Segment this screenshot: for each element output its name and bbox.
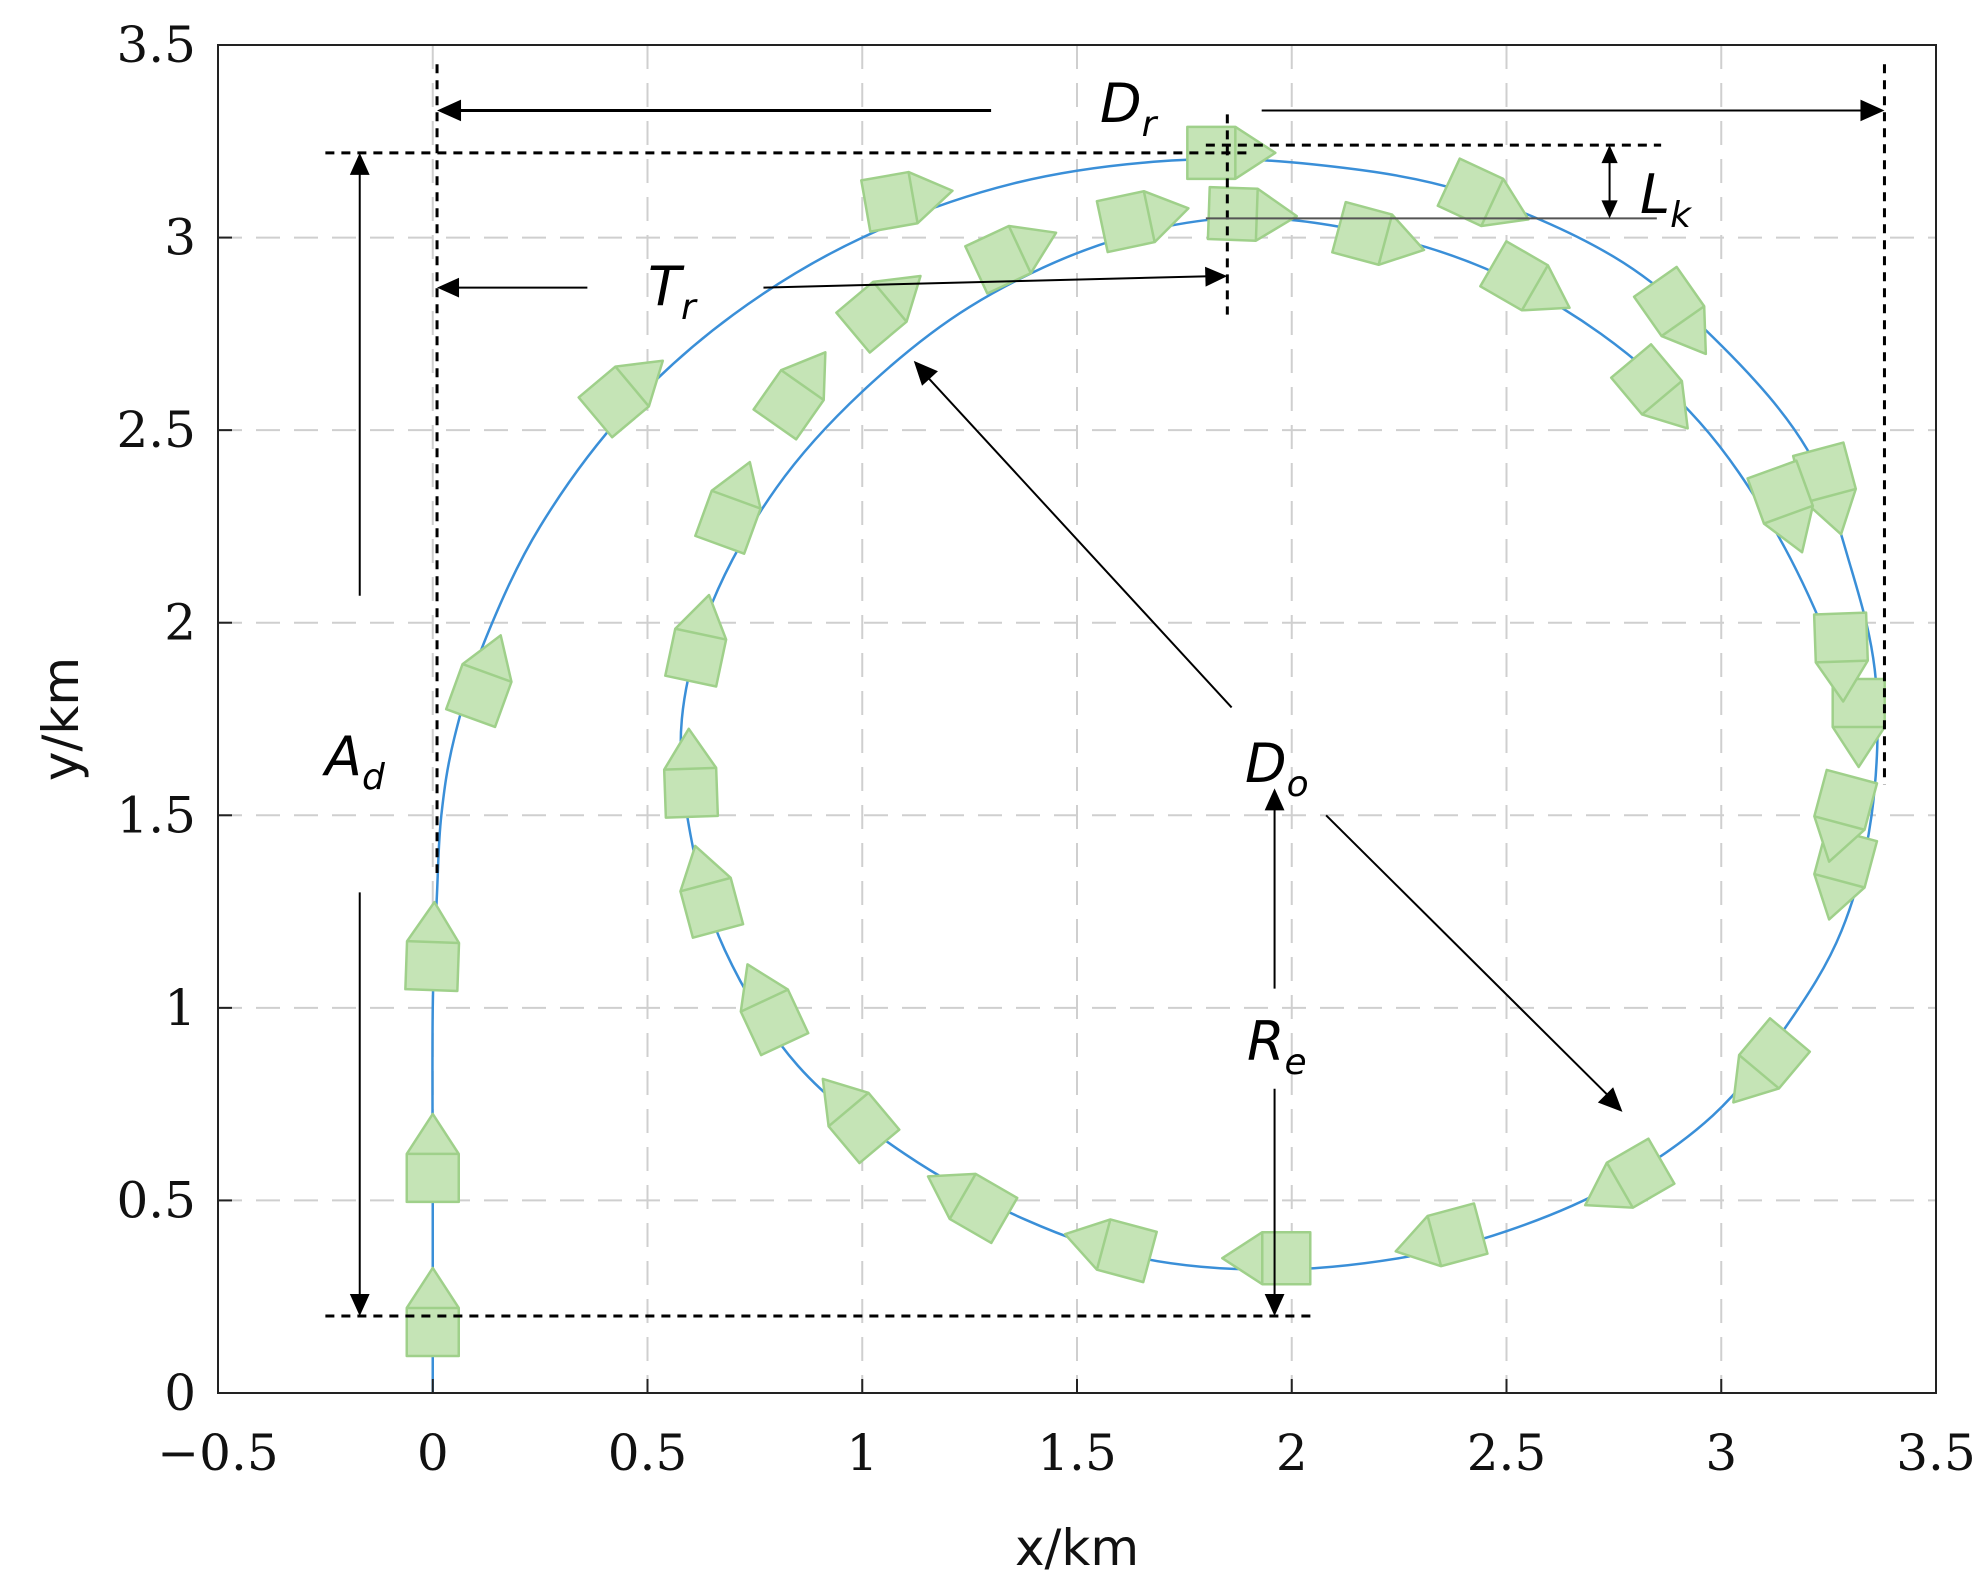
ad-bottom-arrow: [349, 1293, 370, 1316]
annotation-dr: Dr: [1100, 72, 1159, 145]
ship-marker: [694, 460, 762, 555]
ship-marker: [964, 224, 1058, 295]
ship-marker: [1221, 1230, 1312, 1286]
ship-marker: [1583, 1137, 1676, 1209]
x-tick-label: 1.5: [1037, 1424, 1117, 1482]
ship-marker: [752, 351, 827, 441]
annotation-do: Do: [1245, 732, 1309, 805]
y-tick-label: 0: [164, 1364, 196, 1422]
ship-marker: [1632, 265, 1708, 356]
do-lower-arrow: [1597, 1087, 1623, 1112]
ship-marker: [679, 844, 745, 939]
x-tick-label: 0: [417, 1424, 449, 1482]
ship-marker: [664, 593, 728, 688]
y-tick-label: 2.5: [116, 401, 196, 459]
re-bottom-arrow: [1264, 1293, 1285, 1316]
ship-marker: [1394, 1202, 1489, 1268]
ship-marker: [1063, 1218, 1158, 1284]
do-lower-line: [1325, 814, 1616, 1103]
dr-left-arrow: [437, 99, 462, 122]
ship-marker: [1812, 611, 1870, 703]
y-tick-label: 1.5: [116, 786, 196, 844]
ship-marker: [1746, 459, 1815, 554]
ship-marker: [860, 170, 954, 233]
ship-marker: [926, 1172, 1019, 1245]
ship-marker: [739, 963, 810, 1057]
tr-left-arrow: [437, 277, 460, 298]
tr-right-arrow: [1205, 266, 1228, 287]
tr-right-line: [763, 275, 1215, 289]
ship-marker: [835, 274, 922, 354]
x-tick-label: 2: [1276, 1424, 1308, 1482]
do-upper-arrow: [913, 360, 938, 386]
y-tick-label: 3.5: [116, 16, 196, 74]
y-tick-label: 0.5: [116, 1171, 196, 1229]
y-tick-label: 3: [164, 209, 196, 267]
x-tick-label: −0.5: [157, 1424, 278, 1482]
annotation-ad: Ad: [322, 725, 386, 798]
ship-marker: [1206, 185, 1299, 242]
y-tick-label: 1: [164, 979, 196, 1037]
lk-bottom-arrow: [1601, 200, 1618, 219]
y-tick-label: 2: [164, 594, 196, 652]
x-axis-label: x/km: [1015, 1519, 1139, 1577]
ship-marker: [405, 1266, 460, 1358]
ship-marker: [1813, 768, 1879, 863]
ship-marker: [1609, 343, 1689, 430]
ship-marker: [821, 1077, 901, 1165]
ship-marker: [577, 359, 665, 439]
re-top-arrow: [1264, 788, 1285, 811]
ship-marker: [404, 900, 461, 993]
annotation-lk: Lk: [1640, 163, 1693, 236]
x-tick-label: 1: [846, 1424, 878, 1482]
lk-top-arrow: [1601, 145, 1618, 164]
ship-marker: [1095, 189, 1190, 254]
x-tick-label: 0.5: [608, 1424, 688, 1482]
dr-right-arrow: [1860, 99, 1885, 122]
annotation-lines: [325, 64, 1886, 1318]
ship-marker: [444, 634, 513, 729]
annotation-tr: Tr: [648, 255, 698, 328]
ship-marker: [1479, 240, 1571, 312]
ship-marker: [1791, 441, 1858, 536]
ship-marker: [662, 727, 720, 819]
x-tick-label: 2.5: [1467, 1424, 1547, 1482]
annotation-re: Re: [1247, 1010, 1307, 1083]
ad-top-arrow: [349, 152, 370, 175]
ship-marker: [405, 1112, 460, 1204]
do-upper-line: [921, 370, 1233, 709]
ship-marker: [1732, 1017, 1812, 1104]
tick-labels: −0.5 0 0.5 1 1.5 2 2.5 3 3.500.511.522.533.5: [116, 16, 1975, 1482]
x-tick-label: 3.5: [1896, 1424, 1976, 1482]
ship-marker: [1186, 125, 1277, 181]
y-axis-label: y/km: [32, 657, 90, 781]
ship-markers: [404, 125, 1886, 1358]
x-tick-label: 3: [1705, 1424, 1737, 1482]
